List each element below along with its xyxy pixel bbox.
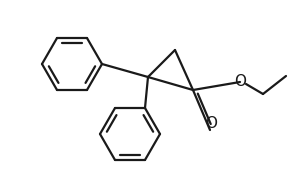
Text: O: O xyxy=(205,116,217,131)
Text: O: O xyxy=(234,73,246,89)
